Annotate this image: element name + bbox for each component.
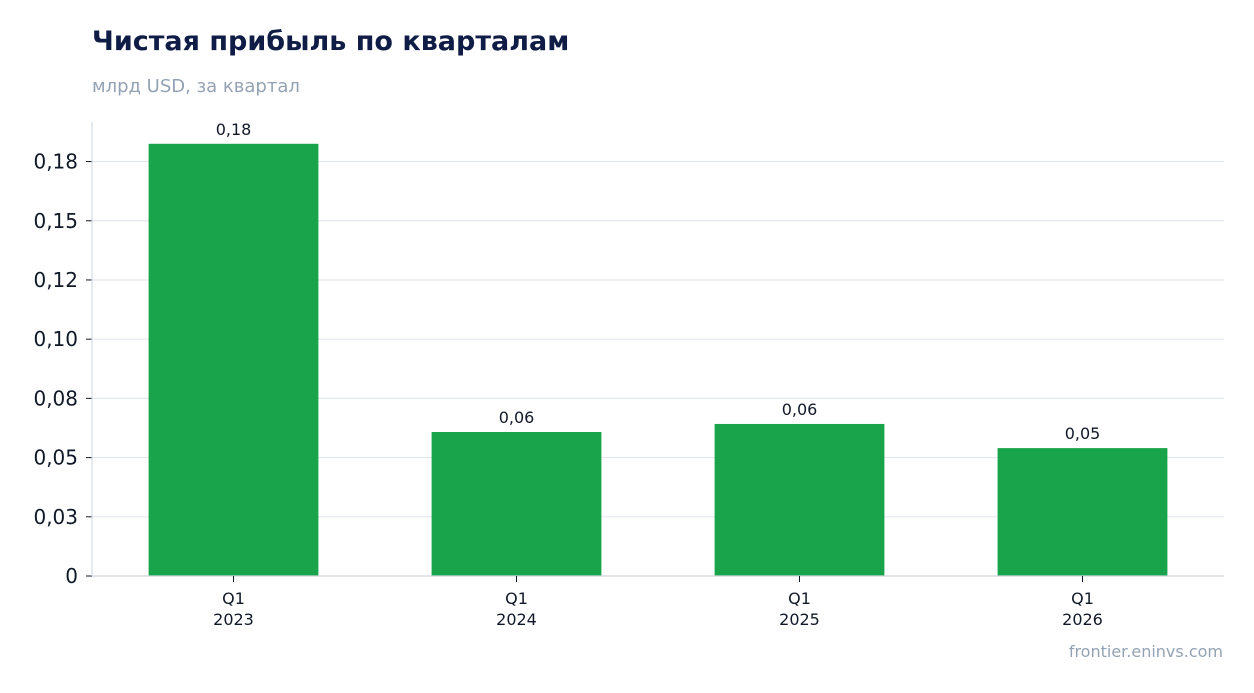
x-tick-label-year: 2025 [779, 610, 820, 629]
y-tick-label: 0,18 [33, 150, 78, 174]
x-tick-label-year: 2024 [496, 610, 537, 629]
chart-subtitle: млрд USD, за квартал [92, 76, 300, 97]
axis-layer: 0 0,03 0,05 0,08 0,10 0,12 0,15 0,18 Q1 2023 Q1 202… [33, 122, 1224, 629]
bar [431, 432, 602, 576]
data-label: 0,06 [499, 408, 535, 427]
bar-layer [148, 143, 1168, 576]
chart-title: Чистая прибыль по кварталам [92, 26, 570, 57]
y-tick-label: 0,12 [33, 268, 78, 292]
x-tick-label-quarter: Q1 [222, 589, 245, 608]
x-tick-label-quarter: Q1 [505, 589, 528, 608]
source-credit: frontier.eninvs.com [1068, 642, 1223, 661]
y-tick-label: 0,03 [33, 505, 78, 529]
y-tick-label: 0,05 [33, 446, 78, 470]
data-label: 0,18 [216, 120, 252, 139]
bar [997, 448, 1168, 576]
data-label: 0,05 [1065, 424, 1101, 443]
y-tick-label: 0 [65, 564, 78, 588]
data-label: 0,06 [782, 400, 818, 419]
y-tick-label: 0,15 [33, 209, 78, 233]
bar [714, 423, 885, 576]
x-tick-label-quarter: Q1 [788, 589, 811, 608]
bar [148, 143, 319, 576]
y-tick-label: 0,08 [33, 386, 78, 410]
y-tick-label: 0,10 [33, 327, 78, 351]
label-layer: 0,18 0,06 0,06 0,05 [216, 120, 1101, 443]
x-tick-label-year: 2026 [1062, 610, 1103, 629]
x-tick-label-year: 2023 [213, 610, 254, 629]
x-tick-label-quarter: Q1 [1071, 589, 1094, 608]
